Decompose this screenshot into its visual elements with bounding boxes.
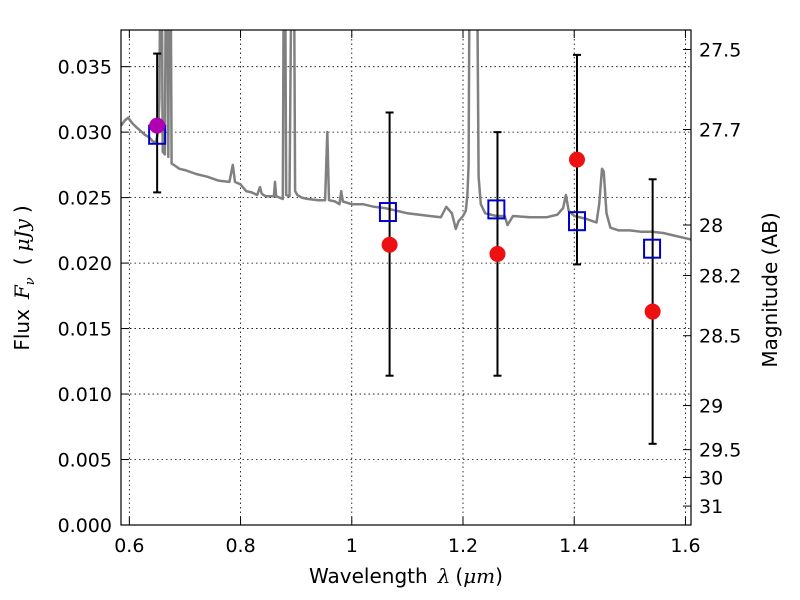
x-tick-label: 1.2 xyxy=(448,535,478,557)
x-tick-label: 1.4 xyxy=(559,535,589,557)
x-tick-label: 1 xyxy=(346,535,358,557)
y-tick-label: 0.010 xyxy=(58,384,112,406)
y-tick-label: 0.000 xyxy=(58,515,112,537)
magnitude-tick-label: 27.7 xyxy=(699,120,741,142)
y-tick-label: 0.015 xyxy=(58,319,112,341)
observed-point xyxy=(569,151,585,168)
observed-points xyxy=(149,117,661,320)
model-box xyxy=(378,202,397,223)
axis-ticks xyxy=(121,30,691,526)
model-photometry-boxes xyxy=(148,124,662,259)
model-spectrum-line xyxy=(121,30,691,241)
x-tick-label: 0.8 xyxy=(225,535,255,557)
y-axis-label: FluxFν(μJy) xyxy=(10,205,38,350)
grid-lines xyxy=(121,30,691,526)
magnitude-tick-label: 29 xyxy=(699,396,723,418)
magnitude-tick-label: 28 xyxy=(699,215,723,237)
y-tick-label: 0.005 xyxy=(58,450,112,472)
error-bars xyxy=(153,52,657,445)
y-tick-label: 0.035 xyxy=(58,57,112,79)
observed-point xyxy=(489,245,506,262)
x-axis-label: Wavelength λ (μm) xyxy=(309,564,503,588)
magnitude-tick-labels: 27.5 27.7 28 28.2 28.5 29 29.5 30 31 xyxy=(699,40,741,519)
y-tick-label: 0.030 xyxy=(58,122,112,144)
y-tick-label: 0.020 xyxy=(58,253,112,275)
model-box xyxy=(643,238,662,259)
magnitude-tick-label: 27.5 xyxy=(699,40,741,62)
magnitude-tick-label: 28.5 xyxy=(699,326,741,348)
magnitude-tick-label: 28.2 xyxy=(699,265,741,287)
magnitude-axis-label: Magnitude (AB) xyxy=(758,212,782,367)
y-tick-label: 0.025 xyxy=(58,188,112,210)
observed-point xyxy=(381,236,398,253)
magnitude-tick-label: 30 xyxy=(699,467,723,489)
x-tick-label: 1.6 xyxy=(670,535,700,557)
magnitude-tick-label: 29.5 xyxy=(699,440,741,462)
x-tick-label: 0.6 xyxy=(114,535,144,557)
model-box xyxy=(568,211,586,232)
y-tick-labels: 0.000 0.005 0.010 0.015 0.020 0.025 0.030 0.035 xyxy=(58,57,112,537)
magnitude-tick-label: 31 xyxy=(699,496,723,518)
x-tick-labels: 0.6 0.8 1 1.2 1.4 1.6 xyxy=(114,535,700,557)
observed-point xyxy=(149,117,166,134)
plot-frame xyxy=(120,29,692,526)
plot-area xyxy=(121,30,691,445)
observed-point xyxy=(644,303,661,320)
model-box xyxy=(487,199,506,220)
